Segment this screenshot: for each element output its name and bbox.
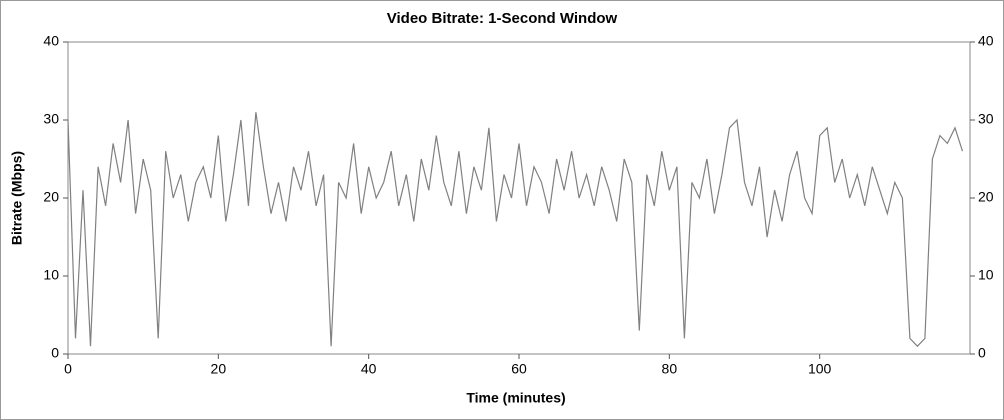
y2-tick-label: 40 [978,33,994,49]
plot-area [67,41,971,355]
y-axis-title: Bitrate (Mbps) [9,151,25,245]
x-tick-label: 40 [361,361,377,377]
x-tick-label: 100 [808,361,832,377]
y2-tick-label: 0 [978,345,986,361]
y-tick-label: 20 [43,189,59,205]
x-axis-title: Time (minutes) [466,390,565,406]
y-tick-label: 10 [43,267,59,283]
y2-tick-label: 10 [978,267,994,283]
y-tick-label: 40 [43,33,59,49]
x-tick-label: 20 [211,361,227,377]
x-tick-label: 0 [64,361,72,377]
y2-tick-label: 30 [978,111,994,127]
x-tick-label: 80 [662,361,678,377]
chart-title: Video Bitrate: 1-Second Window [387,10,618,27]
y2-tick-label: 20 [978,189,994,205]
y-tick-label: 0 [51,345,59,361]
x-tick-label: 60 [511,361,527,377]
bitrate-line [67,112,964,348]
y-tick-label: 30 [43,111,59,127]
